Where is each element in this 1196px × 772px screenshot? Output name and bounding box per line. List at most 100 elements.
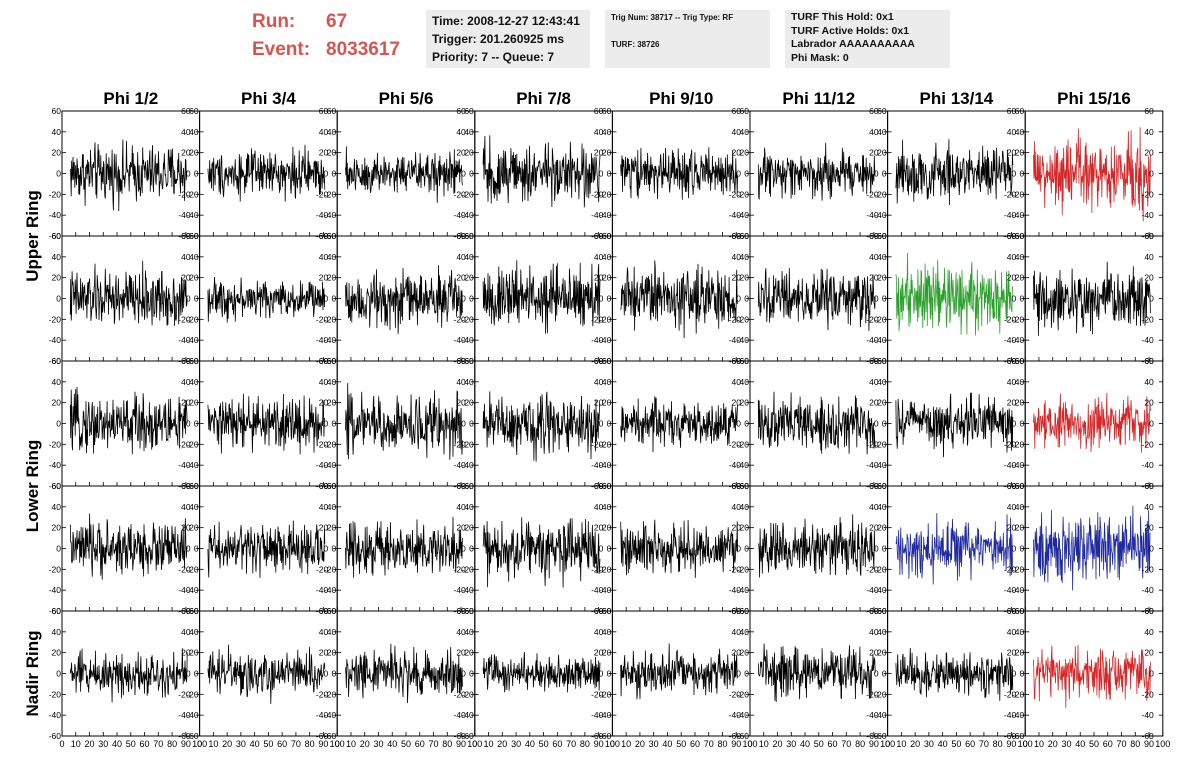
x-tick-label-r5c7: 70	[979, 739, 989, 749]
y-tick-label-right-r3c5: 0	[736, 419, 741, 429]
y-tick-label-right-r1c7: 40	[1007, 127, 1017, 137]
phi-mask-text: Phi Mask: 0	[791, 51, 849, 64]
y-tick-label-left-r4c1: 20	[52, 523, 62, 533]
y-tick-label-right-r2c4: -40	[591, 335, 604, 345]
y-tick-label-right-r1c4: 40	[594, 127, 604, 137]
y-tick-label-right-r2c6: 60	[869, 231, 879, 241]
waveform-trace-r5c7	[895, 647, 1014, 701]
x-tick-label-r5c6: 90	[869, 739, 879, 749]
y-tick-label-right-r5c8: 40	[1144, 627, 1154, 637]
y-tick-label-right-r2c1: 60	[181, 231, 191, 241]
y-tick-label-right-r3c7: 60	[1007, 356, 1017, 366]
y-tick-label-left-r5c8: 60	[1015, 606, 1025, 616]
y-tick-label-left-r4c8: 0	[1019, 544, 1024, 554]
y-tick-label-right-r3c4: -40	[591, 460, 604, 470]
y-tick-label-left-r2c7: 40	[877, 252, 887, 262]
y-tick-label-left-r2c2: 40	[189, 252, 199, 262]
waveform-trace-r3c8	[1033, 392, 1151, 453]
column-title-8: Phi 15/16	[1057, 89, 1131, 108]
y-tick-label-right-r3c7: 40	[1007, 377, 1017, 387]
y-tick-label-right-r1c1: 40	[181, 127, 191, 137]
waveform-trace-r2c8	[1033, 261, 1151, 336]
y-tick-label-left-r4c2: 0	[194, 544, 199, 554]
column-title-7: Phi 13/14	[920, 89, 994, 108]
x-tick-label-r5c5: 40	[662, 739, 672, 749]
y-tick-label-left-r1c7: 40	[877, 127, 887, 137]
y-tick-label-left-r1c2: 20	[189, 148, 199, 158]
y-tick-label-left-r2c1: 20	[52, 273, 62, 283]
y-tick-label-right-r1c5: -20	[729, 189, 742, 199]
y-tick-label-left-r3c1: 20	[52, 398, 62, 408]
y-tick-label-left-r5c6: 0	[744, 669, 749, 679]
y-tick-label-right-r1c6: -20	[866, 189, 879, 199]
y-tick-label-right-r2c2: 60	[319, 231, 329, 241]
y-tick-label-left-r4c1: -20	[49, 564, 62, 574]
y-tick-label-right-r3c6: 20	[869, 398, 879, 408]
x-tick-label-r5c8: 50	[1089, 739, 1099, 749]
y-tick-label-left-r1c8: 60	[1015, 106, 1025, 116]
y-tick-label-right-r4c2: 40	[319, 502, 329, 512]
y-tick-label-right-r5c8: 20	[1144, 648, 1154, 658]
y-tick-label-left-r2c1: -20	[49, 314, 62, 324]
y-tick-label-right-r2c2: 20	[319, 273, 329, 283]
y-tick-label-right-r3c6: -40	[866, 460, 879, 470]
y-tick-label-left-r4c7: 20	[877, 523, 887, 533]
y-tick-label-right-r1c5: 20	[732, 148, 742, 158]
y-tick-label-right-r2c8: 40	[1144, 252, 1154, 262]
y-tick-label-right-r3c3: 20	[456, 398, 466, 408]
y-tick-label-right-r4c6: -20	[866, 564, 879, 574]
x-tick-label-r5c1: 60	[140, 739, 150, 749]
y-tick-label-left-r1c8: -20	[1012, 189, 1025, 199]
y-tick-label-left-r1c8: 20	[1015, 148, 1025, 158]
y-tick-label-right-r4c6: -40	[866, 585, 879, 595]
y-tick-label-right-r5c5: 40	[732, 627, 742, 637]
x-tick-label-r5c5: 100	[742, 739, 757, 749]
y-tick-label-left-r4c7: 60	[877, 481, 887, 491]
x-tick-label-r5c4: 100	[605, 739, 620, 749]
y-tick-label-left-r4c7: -20	[874, 564, 887, 574]
y-tick-label-right-r5c4: -60	[591, 731, 604, 741]
y-tick-label-left-r1c5: 0	[607, 169, 612, 179]
y-tick-label-left-r5c8: 0	[1019, 669, 1024, 679]
y-tick-label-left-r1c8: -40	[1012, 210, 1025, 220]
x-tick-label-r5c5: 50	[676, 739, 686, 749]
x-tick-label-r5c3: 10	[346, 739, 356, 749]
y-tick-label-right-r1c3: 20	[456, 148, 466, 158]
x-tick-label-r5c3: 40	[387, 739, 397, 749]
y-tick-label-left-r4c6: 20	[740, 523, 750, 533]
y-tick-label-left-r5c2: -20	[186, 689, 199, 699]
y-tick-label-right-r5c1: 0	[186, 669, 191, 679]
y-tick-label-right-r5c3: -60	[454, 731, 467, 741]
y-tick-label-left-r5c2: -40	[186, 710, 199, 720]
y-tick-label-right-r4c5: 60	[732, 481, 742, 491]
y-tick-label-right-r3c2: 40	[319, 377, 329, 387]
y-tick-label-left-r5c1: -20	[49, 689, 62, 699]
y-tick-label-left-r3c7: -40	[874, 460, 887, 470]
y-tick-label-right-r5c7: 40	[1007, 627, 1017, 637]
y-tick-label-right-r3c8: 0	[1149, 419, 1154, 429]
y-tick-label-right-r4c6: 20	[869, 523, 879, 533]
x-tick-label-r5c1: 90	[181, 739, 191, 749]
x-tick-label-r5c5: 30	[649, 739, 659, 749]
waveform-trace-r3c4	[482, 391, 601, 462]
y-tick-label-left-r3c2: -20	[186, 439, 199, 449]
y-tick-label-right-r2c1: -20	[178, 314, 191, 324]
y-tick-label-right-r5c8: 60	[1144, 606, 1154, 616]
y-tick-label-left-r5c6: 20	[740, 648, 750, 658]
x-tick-label-r5c1: 40	[112, 739, 122, 749]
turf-text: TURF: 38726	[611, 40, 660, 49]
y-tick-label-right-r1c5: 60	[732, 106, 742, 116]
y-tick-label-right-r1c2: -40	[316, 210, 329, 220]
y-tick-label-right-r4c1: 20	[181, 523, 191, 533]
y-tick-label-left-r1c4: -20	[462, 189, 475, 199]
y-tick-label-left-r1c5: 20	[602, 148, 612, 158]
x-tick-label-r5c2: 50	[263, 739, 273, 749]
waveform-trace-r5c2	[207, 644, 326, 704]
y-tick-label-right-r4c2: -40	[316, 585, 329, 595]
y-tick-label-right-r1c1: 60	[181, 106, 191, 116]
x-tick-label-r5c6: 100	[880, 739, 895, 749]
y-tick-label-right-r5c4: -40	[591, 710, 604, 720]
y-tick-label-right-r1c6: 0	[874, 169, 879, 179]
row-group-label-3: Nadir Ring	[23, 631, 42, 717]
column-title-2: Phi 3/4	[241, 89, 296, 108]
